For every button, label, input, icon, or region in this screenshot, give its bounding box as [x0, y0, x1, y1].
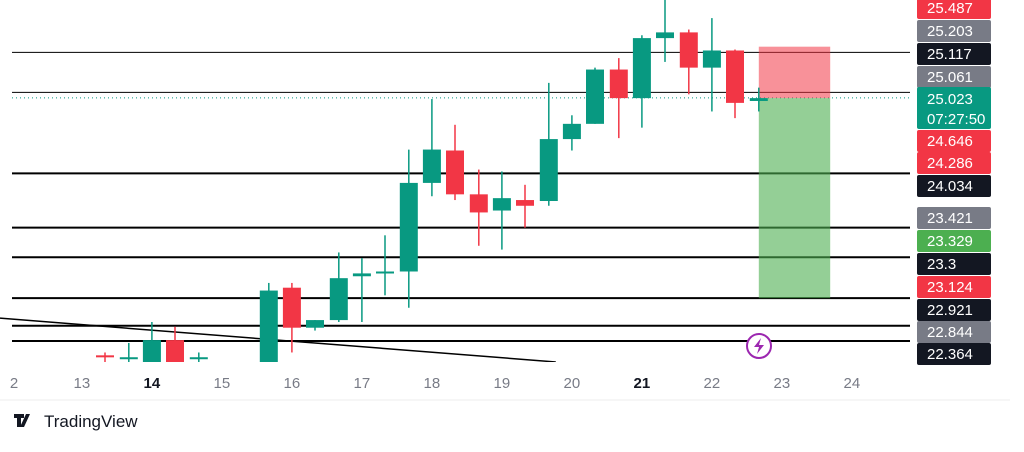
candle-body — [562, 123, 581, 140]
candle-body — [259, 290, 278, 362]
candle-body — [469, 194, 488, 213]
x-tick-label: 19 — [494, 375, 511, 392]
candle-body — [492, 198, 511, 211]
price-label: 25.117 — [927, 46, 972, 63]
price-label: 25.023 — [927, 91, 973, 108]
price-label: 22.921 — [927, 302, 973, 319]
candle-body — [702, 50, 721, 68]
target-zone[interactable] — [758, 98, 831, 299]
candle-body — [679, 32, 698, 68]
price-label-bg — [917, 0, 991, 19]
time-axis: 2 13 14 15 16 17 18 19 20 21 22 23 24 — [10, 375, 860, 392]
candle-body — [352, 273, 371, 277]
price-label-bg — [917, 299, 991, 321]
candle-body — [446, 150, 464, 195]
candle-body — [726, 50, 744, 103]
price-scale: 25.487 25.203 25.117 25.061 25.023 07:27:50 24… — [917, 0, 991, 365]
candle-body — [399, 182, 418, 272]
price-label: 23.421 — [927, 210, 973, 227]
candle-body — [166, 340, 184, 362]
price-label-bg — [917, 253, 991, 275]
x-tick-label: 17 — [354, 375, 371, 392]
price-label-bg — [917, 152, 991, 174]
candle-body — [586, 69, 604, 124]
x-tick-label: 13 — [74, 375, 91, 392]
x-tick-label: 23 — [774, 375, 791, 392]
price-label-bg — [917, 230, 991, 252]
price-label: 22.364 — [927, 346, 973, 363]
price-label: 25.061 — [927, 69, 973, 86]
x-tick-label: 2 — [10, 375, 18, 392]
candle-body — [119, 357, 138, 360]
price-label: 25.487 — [927, 0, 973, 17]
x-tick-label: 20 — [564, 375, 581, 392]
candle-body — [329, 278, 348, 321]
price-label: 24.646 — [927, 133, 973, 150]
candle-body — [516, 200, 534, 206]
price-label: 23.124 — [927, 279, 973, 296]
x-tick-label: 22 — [704, 375, 721, 392]
stop-zone[interactable] — [758, 46, 831, 99]
price-label-bg — [917, 321, 991, 343]
price-label-bg — [917, 175, 991, 197]
candle-body — [306, 320, 324, 328]
x-tick-label: 16 — [284, 375, 301, 392]
candle-body — [376, 271, 394, 274]
plot-area — [0, 0, 910, 362]
x-tick-label: 18 — [424, 375, 441, 392]
price-label: 22.844 — [927, 324, 973, 341]
candle-body — [749, 98, 768, 101]
candle-body — [632, 38, 651, 99]
candle-body — [282, 287, 301, 328]
countdown: 07:27:50 — [927, 111, 985, 128]
candle-body — [142, 340, 161, 362]
price-label: 25.203 — [927, 23, 973, 40]
brand-logo[interactable]: TradingView — [14, 412, 138, 431]
candle-body — [609, 69, 628, 99]
price-label: 23.329 — [927, 233, 973, 250]
x-tick-label: 14 — [144, 375, 161, 392]
lightning-icon — [746, 333, 772, 359]
x-tick-label: 15 — [214, 375, 231, 392]
x-tick-label: 24 — [844, 375, 861, 392]
price-label: 24.034 — [927, 178, 973, 195]
candle-body — [656, 32, 674, 39]
price-label-bg — [917, 130, 991, 152]
price-label-bg — [917, 87, 991, 129]
price-label-bg — [917, 343, 991, 365]
price-label-bg — [917, 66, 991, 88]
x-tick-label: 21 — [634, 375, 651, 392]
price-label-bg — [917, 276, 991, 298]
price-label: 24.286 — [927, 155, 973, 172]
candle-body — [189, 357, 208, 360]
price-label-bg — [917, 43, 991, 65]
trendline — [0, 317, 556, 362]
price-label: 23.3 — [927, 256, 956, 273]
candle-body — [96, 355, 114, 358]
brand-name: TradingView — [44, 412, 138, 431]
candle-body — [422, 149, 441, 183]
candle-body — [539, 139, 558, 202]
price-label-bg — [917, 20, 991, 42]
price-label-bg — [917, 207, 991, 229]
